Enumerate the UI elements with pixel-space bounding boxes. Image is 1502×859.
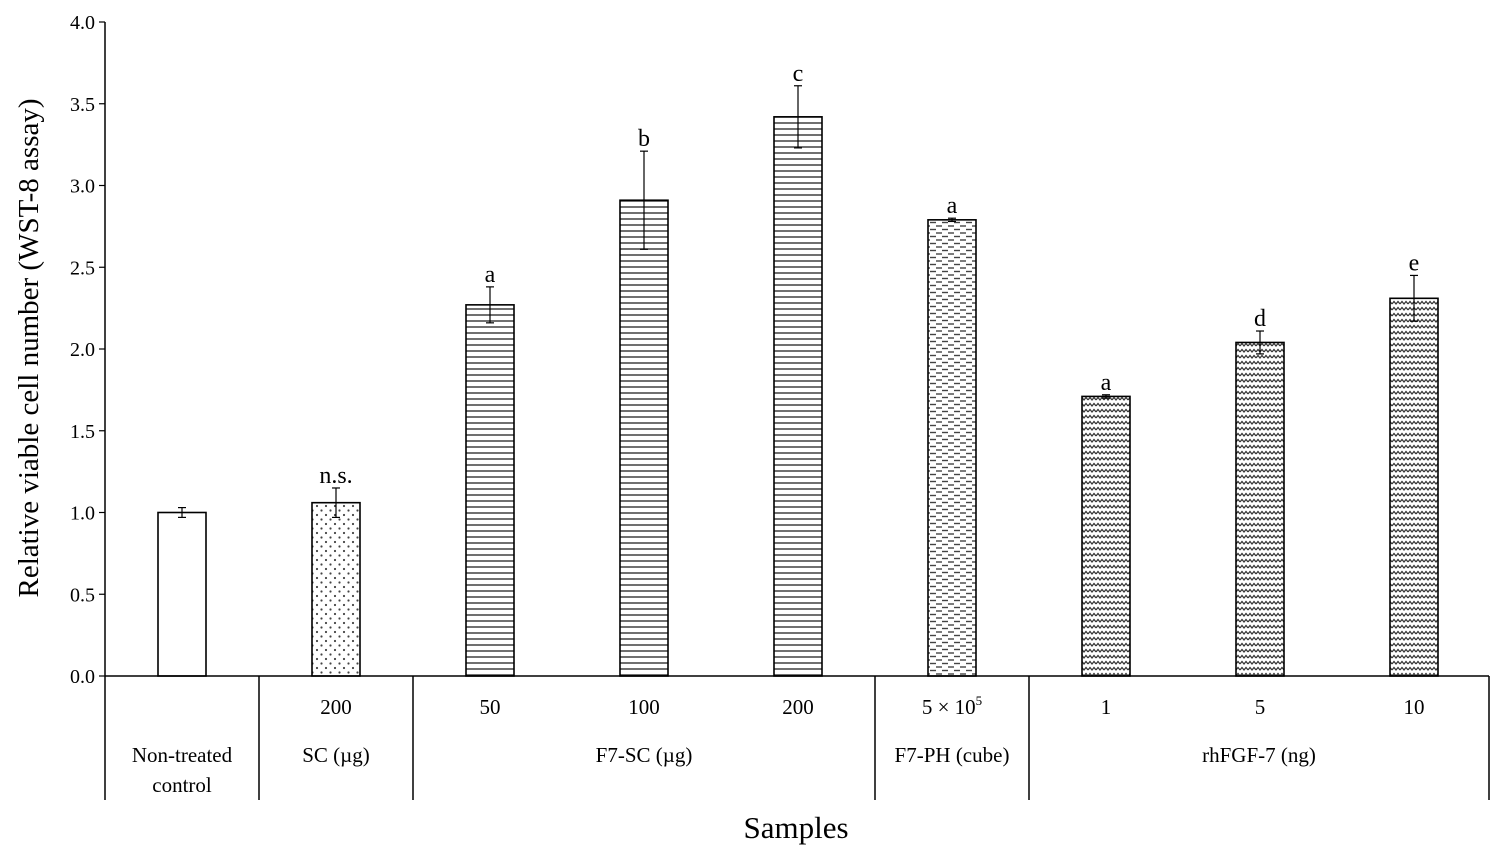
bar: [157, 511, 207, 677]
group-label: F7-SC (µg): [596, 743, 693, 767]
significance-label: n.s.: [319, 463, 352, 489]
dose-label: 5: [1255, 695, 1266, 719]
y-tick-label: 3.5: [70, 94, 95, 116]
y-tick-label: 2.5: [70, 257, 95, 279]
y-tick-label: 4.0: [70, 12, 95, 34]
group-label: rhFGF-7 (ng): [1202, 743, 1316, 767]
bar: [927, 219, 977, 677]
bar: [1235, 341, 1285, 677]
group-label: SC (µg): [302, 743, 370, 767]
y-axis: 0.0 0.5 1.0 1.5 2.0 2.5 3.0 3.5 4.0: [70, 12, 106, 688]
dose-label: 100: [628, 695, 660, 719]
dose-label: 200: [782, 695, 814, 719]
y-tick-label: 1.0: [70, 503, 95, 525]
bar: [1389, 297, 1439, 677]
bar: [773, 116, 823, 677]
dose-label: 1: [1101, 695, 1112, 719]
y-tick-label: 0.5: [70, 584, 95, 606]
dose-label: 50: [480, 695, 501, 719]
dose-label: 200: [320, 695, 352, 719]
y-tick-label: 2.0: [70, 339, 95, 361]
y-axis-label: Relative viable cell number (WST-8 assay…: [13, 98, 45, 597]
bar: [1081, 395, 1131, 677]
bar: [619, 199, 669, 677]
x-axis-label: Samples: [743, 810, 848, 845]
significance-label: a: [1101, 370, 1112, 396]
significance-label: e: [1409, 250, 1420, 276]
significance-label: a: [485, 262, 496, 288]
bar: [311, 501, 361, 677]
significance-label: a: [947, 193, 958, 219]
significance-label: b: [638, 126, 650, 152]
group-label: F7-PH (cube): [895, 743, 1010, 767]
y-tick-label: 1.5: [70, 421, 95, 443]
dose-label: 10: [1404, 695, 1425, 719]
dose-label: 5 × 105: [922, 693, 982, 719]
significance-label: d: [1254, 306, 1266, 332]
bar: [465, 304, 515, 677]
group-label: Non-treated: [132, 743, 233, 767]
x-axis: 200 50 100 200 5 × 105 1 5 10 Non-treated control…: [104, 675, 1490, 800]
significance-label: c: [793, 61, 804, 87]
group-label: control: [152, 773, 212, 797]
y-tick-label: 0.0: [70, 666, 95, 688]
y-tick-label: 3.0: [70, 176, 95, 198]
bars: n.s. a b c a a d e: [157, 61, 1439, 677]
